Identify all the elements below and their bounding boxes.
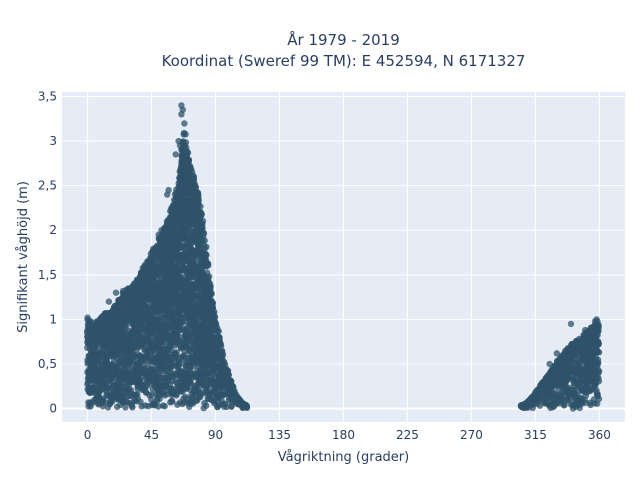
data-point (182, 131, 189, 138)
x-axis-label: Vågriktning (grader) (278, 450, 409, 465)
data-point (194, 189, 202, 196)
y-tick-label: 2 (49, 223, 57, 237)
chart-title-line2: Koordinat (Sweref 99 TM): E 452594, N 61… (162, 52, 526, 70)
data-point (595, 395, 603, 403)
data-point (536, 402, 544, 409)
data-point (200, 230, 207, 237)
data-point (173, 349, 180, 356)
data-point (197, 203, 204, 210)
data-point (595, 359, 602, 366)
data-point (553, 350, 560, 357)
data-point (119, 287, 127, 295)
x-tick-label: 180 (332, 428, 355, 442)
data-point (582, 399, 589, 406)
data-point (195, 196, 202, 204)
x-tick-label: 45 (144, 428, 159, 442)
data-point (84, 314, 91, 321)
data-point (593, 316, 600, 323)
data-point (144, 258, 151, 265)
data-point (211, 314, 219, 321)
data-point (137, 276, 144, 283)
y-axis-label: Signifikant våghöjd (m) (16, 181, 31, 333)
data-point (595, 349, 603, 356)
x-tick-label: 135 (268, 428, 291, 442)
x-tick-label: 90 (208, 428, 223, 442)
data-point (594, 323, 602, 330)
data-point (208, 290, 215, 297)
data-point (141, 271, 148, 278)
data-point (215, 328, 222, 335)
data-point (176, 142, 184, 149)
data-point (209, 299, 216, 306)
data-point (164, 191, 171, 198)
data-point (203, 243, 210, 251)
data-point (203, 251, 210, 259)
data-point (156, 395, 163, 403)
data-point (561, 402, 568, 409)
data-point (595, 375, 602, 382)
data-point (184, 148, 191, 156)
y-tick-label: 1,5 (38, 268, 57, 282)
data-point (199, 224, 206, 231)
data-point (122, 404, 129, 411)
data-point (518, 401, 525, 409)
data-point (105, 298, 113, 305)
data-point (155, 231, 162, 238)
data-points (84, 102, 603, 412)
data-point (185, 157, 192, 164)
data-point (128, 402, 136, 409)
data-point (567, 320, 575, 328)
x-tick-label: 225 (396, 428, 419, 442)
y-tick-label: 3,5 (38, 89, 57, 103)
data-point (546, 360, 553, 368)
data-point (217, 340, 224, 348)
y-tick-labels: 0 0,5 1 1,5 2 2,5 3 3,5 (38, 89, 57, 415)
x-tick-label: 270 (460, 428, 483, 442)
x-tick-label: 360 (588, 428, 611, 442)
data-point (201, 237, 208, 244)
y-tick-label: 3 (49, 134, 57, 148)
data-point (582, 326, 589, 334)
data-point (595, 340, 602, 348)
data-point (216, 334, 223, 341)
x-tick-label: 0 (84, 428, 92, 442)
data-point (127, 285, 134, 292)
data-point (203, 402, 210, 409)
y-tick-label: 0,5 (38, 357, 57, 371)
data-point (219, 351, 227, 358)
data-point (190, 176, 198, 183)
y-tick-label: 2,5 (38, 179, 57, 193)
chart-title-line1: År 1979 - 2019 (287, 30, 400, 49)
y-tick-label: 0 (49, 402, 57, 416)
data-point (223, 403, 230, 410)
y-tick-label: 1 (49, 312, 57, 326)
data-point (112, 289, 120, 296)
data-point (134, 391, 141, 398)
data-point (206, 273, 213, 280)
data-point (225, 372, 232, 379)
data-point (168, 397, 175, 404)
data-point (243, 402, 250, 410)
data-point (198, 212, 205, 219)
data-point (109, 398, 116, 405)
data-point (594, 370, 602, 377)
data-point (205, 262, 212, 269)
data-point (172, 151, 179, 158)
data-point (181, 120, 188, 127)
x-tick-label: 315 (524, 428, 547, 442)
x-tick-labels: 0 45 90 135 180 225 270 315 360 (84, 428, 611, 442)
data-point (161, 403, 168, 410)
data-point (178, 111, 185, 118)
data-point (182, 139, 190, 146)
data-point (87, 403, 94, 410)
